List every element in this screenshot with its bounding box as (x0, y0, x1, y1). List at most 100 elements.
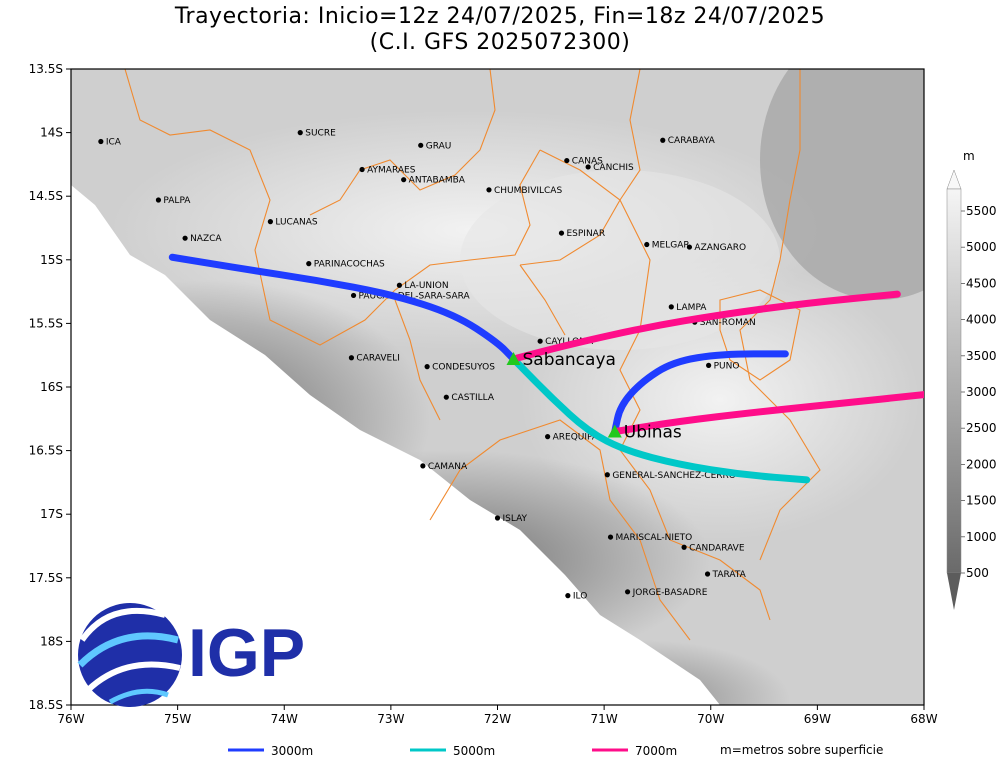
province-label: LA-UNION (404, 281, 448, 291)
province-dot (348, 355, 355, 361)
lat-tick-label: 18S (40, 634, 63, 648)
colorbar-top-arrow (946, 169, 962, 190)
legend-note: m=metros sobre superficie (720, 743, 883, 757)
volcano-label: Ubinas (624, 423, 682, 443)
province-dot (486, 187, 492, 193)
lat-tick-label: 17.5S (29, 571, 63, 585)
volcano-layer: Sabancaya Ubinas (506, 350, 682, 443)
province-dot (155, 197, 162, 203)
province-dot (350, 292, 357, 299)
province-dot (565, 593, 571, 599)
trajectory-7000m (509, 290, 901, 363)
province-label: CASTILLA (451, 393, 495, 403)
lon-tick-label: 73W (377, 712, 404, 726)
colorbar-labels: 500 1000 1500 2000 2500 3000 3500 4000 4500 5000 5… (961, 204, 997, 580)
lon-tick-label: 71W (591, 712, 618, 726)
province-label: PUNO (714, 361, 740, 371)
trajectory-5000m (509, 355, 811, 484)
lat-tick-label: 16S (40, 380, 63, 394)
province-label: AZANGARO (694, 243, 746, 253)
province-dot (98, 138, 104, 145)
province-dot (359, 166, 365, 173)
lon-tick-label: 72W (484, 712, 511, 726)
province-label: CANAS (572, 157, 603, 167)
chart-subtitle: (C.I. GFS 2025072300) (369, 30, 631, 55)
volcano-icon (506, 352, 521, 366)
province-label: MELGAR (652, 241, 690, 251)
colorbar: m 50010001500200025003000350040004500500… (946, 149, 997, 610)
province-label: LAMPA (676, 303, 707, 313)
legend: 3000m 5000m 7000m (228, 744, 677, 758)
province-label: AREQUIPA (553, 433, 599, 443)
province-dot (585, 164, 591, 170)
colorbar-label: 2500 (966, 421, 997, 435)
lon-tick-label: 76W (57, 712, 84, 726)
colorbar-label: 3000 (966, 385, 997, 399)
chart-title: Trayectoria: Inicio=12z 24/07/2025, Fin=… (174, 4, 826, 29)
province-dot (564, 157, 570, 164)
trajectory-layer (168, 253, 924, 484)
legend-label: 7000m (635, 744, 677, 758)
latitude-axis: 13.5S 14S 14.5S 15S 15.5S 16S 16.5S 17S 17.5S 18S… (29, 62, 71, 712)
legend-label: 5000m (453, 744, 495, 758)
colorbar-label: 500 (966, 566, 989, 580)
province-dot (494, 515, 501, 521)
lat-tick-label: 14.5S (29, 189, 63, 203)
lon-tick-label: 70W (697, 712, 724, 726)
colorbar-label: 5500 (966, 204, 997, 218)
province-dot (681, 544, 687, 550)
colorbar-label: 4000 (966, 313, 997, 327)
province-dot (607, 534, 614, 540)
colorbar-bar (946, 188, 962, 574)
lat-tick-label: 14S (40, 126, 63, 140)
legend-label: 3000m (271, 744, 313, 758)
lon-tick-label: 74W (271, 712, 298, 726)
lat-tick-label: 17S (40, 507, 63, 521)
province-label: PALPA (163, 196, 191, 206)
province-dot (604, 472, 610, 478)
province-dot (267, 219, 273, 225)
province-dot (624, 589, 631, 595)
province-label: PARINACOCHAS (314, 260, 385, 270)
province-label: TARATA (712, 570, 747, 580)
province-dot (182, 235, 188, 241)
province-label: LUCANAS (275, 218, 317, 228)
colorbar-unit: m (963, 149, 975, 163)
lon-tick-label: 68W (910, 712, 937, 726)
province-label: ISLAY (503, 514, 528, 524)
province-dot (420, 463, 426, 469)
province-dot (545, 434, 551, 440)
trajectory-7000m (611, 391, 924, 436)
province-label: ILO (573, 592, 587, 602)
lat-tick-label: 15S (40, 253, 63, 267)
province-dot (306, 261, 312, 267)
lat-tick-label: 13.5S (29, 62, 63, 76)
province-label: AYMARAES (367, 165, 416, 175)
province-dot (401, 177, 407, 183)
province-label: JORGE-BASADRE (632, 588, 708, 598)
trajectory-3000m (611, 350, 789, 436)
province-label: ANTABAMBA (409, 176, 466, 186)
province-label: PAUCAR-DEL-SARA-SARA (359, 291, 471, 301)
colorbar-label: 1000 (966, 530, 997, 544)
trajectory-3000m (168, 253, 517, 363)
province-dot (558, 230, 565, 236)
province-label: SUCRE (305, 129, 336, 139)
province-label: CARAVELI (356, 354, 399, 364)
province-dot (704, 571, 711, 577)
province-label: MARISCAL-NIETO (616, 533, 693, 543)
colorbar-bottom-arrow (947, 573, 961, 610)
province-label: ICA (106, 138, 122, 148)
colorbar-label: 2000 (966, 457, 997, 471)
province-dot (537, 338, 543, 344)
lat-tick-label: 16.5S (29, 444, 63, 458)
borders-layer (124, 69, 821, 641)
longitude-axis: 76W 75W 74W 73W 72W 71W 70W 69W 68W (57, 705, 938, 726)
province-dot (418, 142, 424, 148)
colorbar-label: 5000 (966, 240, 997, 254)
province-dot (443, 394, 449, 400)
province-label: GRAU (426, 141, 452, 151)
